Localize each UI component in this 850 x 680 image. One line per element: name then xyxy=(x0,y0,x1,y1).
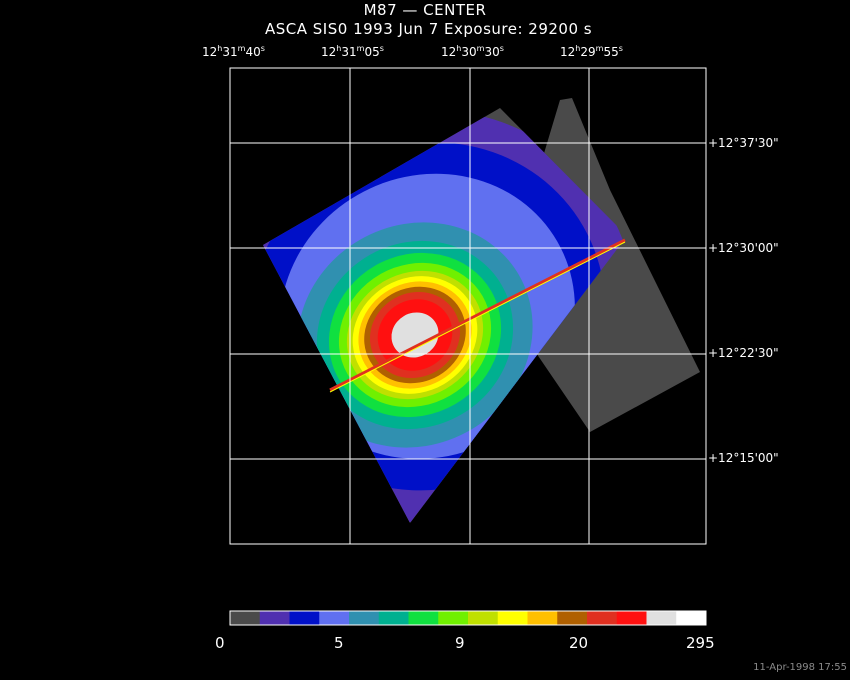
colorbar-swatch xyxy=(616,611,647,625)
xray-intensity-image xyxy=(263,98,700,523)
colorbar-swatch xyxy=(438,611,469,625)
timestamp: 11-Apr-1998 17:55 xyxy=(753,662,847,673)
colorbar-swatch xyxy=(468,611,499,625)
colorbar-tick-label: 9 xyxy=(455,634,465,652)
image-title: M87 — CENTER xyxy=(363,1,487,19)
colorbar-swatch xyxy=(408,611,439,625)
colorbar-swatch xyxy=(557,611,588,625)
colorbar-swatch xyxy=(587,611,618,625)
intensity-contour xyxy=(391,312,439,358)
colorbar-swatch xyxy=(319,611,350,625)
colorbar-swatch xyxy=(259,611,290,625)
ra-label: 12h30m30s xyxy=(441,44,504,59)
colorbar-swatch xyxy=(676,611,707,625)
colorbar-swatch xyxy=(646,611,677,625)
colorbar-swatch xyxy=(378,611,409,625)
colorbar-tick-label: 5 xyxy=(334,634,344,652)
plot-frame xyxy=(229,67,707,545)
colorbar-tick-label: 0 xyxy=(215,634,225,652)
colorbar-swatch xyxy=(497,611,528,625)
colorbar-tick-label: 20 xyxy=(569,634,589,652)
readout-streak xyxy=(329,241,626,393)
dec-label: +12°22'30" xyxy=(708,346,779,360)
colorbar-swatch xyxy=(230,611,261,625)
ra-label: 12h29m55s xyxy=(560,44,623,59)
readout-streak xyxy=(329,238,626,392)
dec-label: +12°15'00" xyxy=(708,451,779,465)
colorbar-tick-label: 295 xyxy=(686,634,715,652)
ra-label: 12h31m05s xyxy=(321,44,384,59)
colorbar xyxy=(229,610,707,626)
colorbar-swatch xyxy=(289,611,320,625)
colorbar-frame xyxy=(229,610,707,626)
dec-label: +12°30'00" xyxy=(708,241,779,255)
colorbar-swatch xyxy=(349,611,380,625)
colorbar-swatch xyxy=(527,611,558,625)
dec-label: +12°37'30" xyxy=(708,136,779,150)
ra-label: 12h31m40s xyxy=(202,44,265,59)
image-subtitle: ASCA SIS0 1993 Jun 7 Exposure: 29200 s xyxy=(265,20,593,38)
